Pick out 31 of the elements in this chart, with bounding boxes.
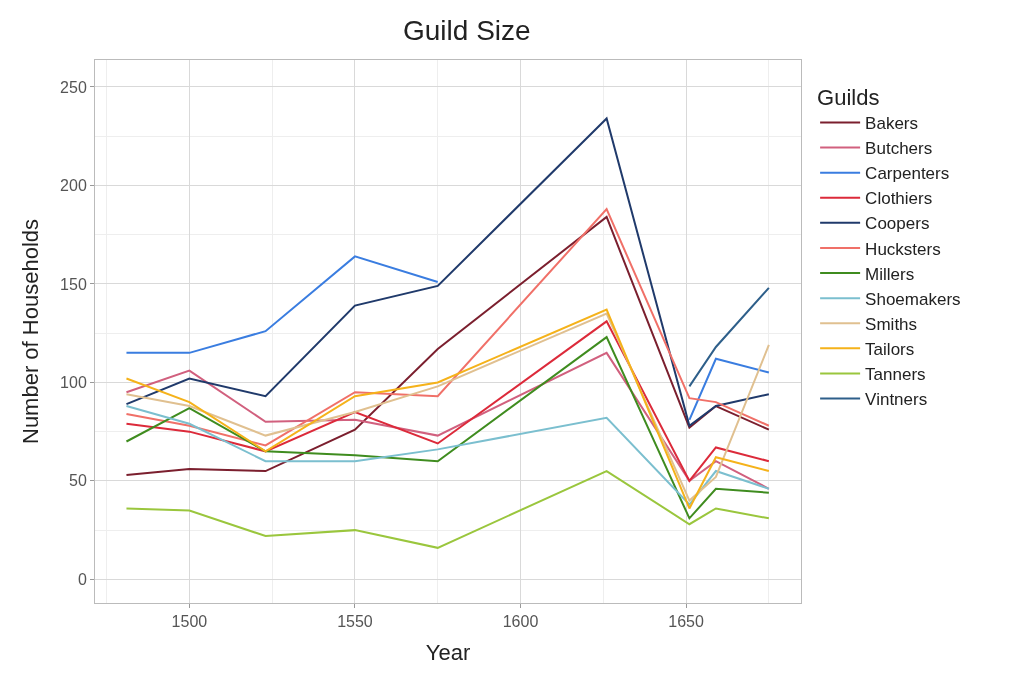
legend-label: Bakers: [865, 114, 919, 134]
legend-label: Tanners: [865, 365, 926, 385]
x-axis-title: Year: [425, 640, 471, 666]
legend-label: Smiths: [865, 314, 918, 334]
chart-title: Guild Size: [403, 14, 531, 46]
y-tick-label: 150: [60, 275, 87, 293]
y-tick-label: 50: [69, 472, 87, 490]
legend-label: Carpenters: [865, 164, 950, 184]
legend-title: Guilds: [817, 84, 880, 110]
legend-label: Clothiers: [865, 189, 933, 209]
legend-label: Butchers: [865, 139, 933, 159]
y-tick-label: 250: [60, 78, 87, 96]
line-series: [125, 405, 770, 506]
legend-label: Hucksters: [865, 239, 941, 259]
legend-label: Coopers: [865, 214, 930, 234]
legend-label: Millers: [865, 264, 915, 284]
legend-label: Shoemakers: [865, 289, 961, 309]
x-tick-label: 1600: [502, 613, 539, 631]
line-series: [125, 351, 770, 490]
y-tick-label: 0: [77, 570, 87, 588]
y-tick-label: 200: [60, 177, 87, 195]
x-tick-label: 1550: [337, 613, 373, 631]
x-tick-label: 1500: [171, 613, 208, 631]
x-tick-label: 1650: [668, 613, 704, 631]
line-series: [125, 117, 770, 427]
line-series: [125, 470, 770, 549]
legend-label: Vintners: [865, 390, 928, 410]
line-series: [125, 336, 770, 520]
legend-label: Tailors: [865, 339, 915, 359]
y-axis-title: Number of Households: [17, 218, 43, 445]
y-tick-label: 100: [60, 374, 87, 392]
